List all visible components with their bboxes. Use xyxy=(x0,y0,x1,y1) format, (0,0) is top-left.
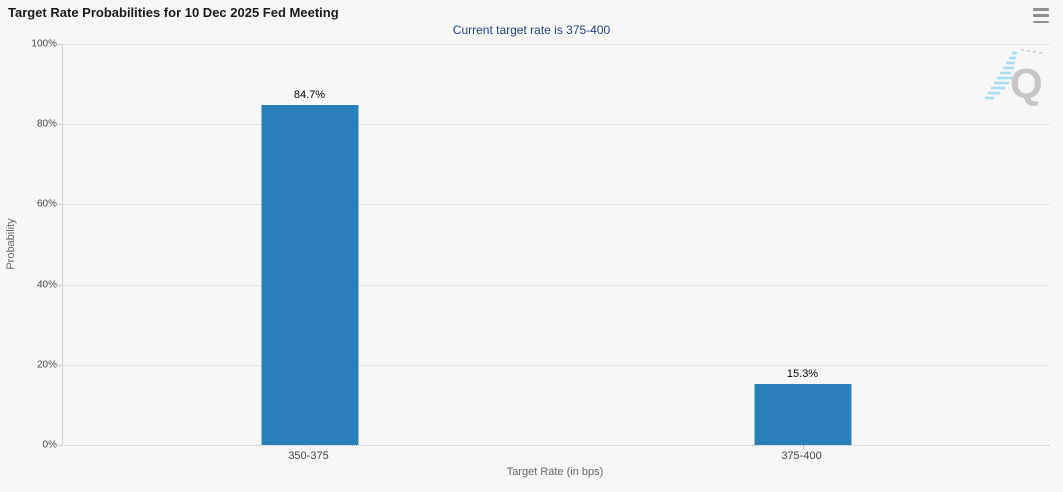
y-tick-mark xyxy=(56,44,62,45)
svg-text:Q: Q xyxy=(1010,60,1043,106)
chart-subtitle: Current target rate is 375-400 xyxy=(452,23,611,37)
x-axis-category-label: 375-400 xyxy=(781,450,822,462)
x-axis-title: Target Rate (in bps) xyxy=(506,466,604,478)
y-tick-mark xyxy=(56,284,62,286)
plot-area: Q 84.7% 15.3% xyxy=(56,44,1049,449)
y-axis-tick-label: 60% xyxy=(36,198,57,210)
x-tick-mark xyxy=(309,445,311,449)
y-gridline xyxy=(63,284,1049,286)
y-gridline xyxy=(63,44,1049,45)
y-tick-mark xyxy=(56,204,62,206)
y-tick-mark xyxy=(56,445,62,446)
y-axis-tick-label: 100% xyxy=(31,38,57,50)
y-gridline xyxy=(63,364,1049,366)
x-axis-labels: 350-375 375-400 xyxy=(62,450,1048,464)
x-tick-mark xyxy=(802,445,804,449)
bar-value-label: 15.3% xyxy=(786,367,819,380)
y-tick-mark xyxy=(56,124,62,126)
hamburger-icon xyxy=(1033,8,1049,11)
y-gridline xyxy=(63,124,1049,126)
y-gridline xyxy=(63,204,1049,206)
chart-context-menu-button[interactable] xyxy=(1029,7,1051,24)
y-axis-tick-label: 40% xyxy=(36,279,57,291)
y-axis-labels: 0% 20% 40% 60% 80% 100% xyxy=(0,39,57,451)
y-axis-tick-label: 80% xyxy=(36,118,57,130)
chart-title: Target Rate Probabilities for 10 Dec 202… xyxy=(8,5,339,20)
bar-375-400[interactable] xyxy=(754,383,851,445)
y-tick-mark xyxy=(56,364,62,366)
hamburger-icon xyxy=(1033,14,1049,17)
y-axis-tick-label: 0% xyxy=(42,439,57,451)
y-axis-tick-label: 20% xyxy=(36,359,57,371)
hamburger-icon xyxy=(1033,20,1049,23)
bar-value-label: 84.7% xyxy=(293,89,326,102)
bar-350-375[interactable] xyxy=(261,105,358,445)
x-axis-category-label: 350-375 xyxy=(288,450,329,462)
quikstrike-watermark-icon: Q xyxy=(985,49,1043,106)
